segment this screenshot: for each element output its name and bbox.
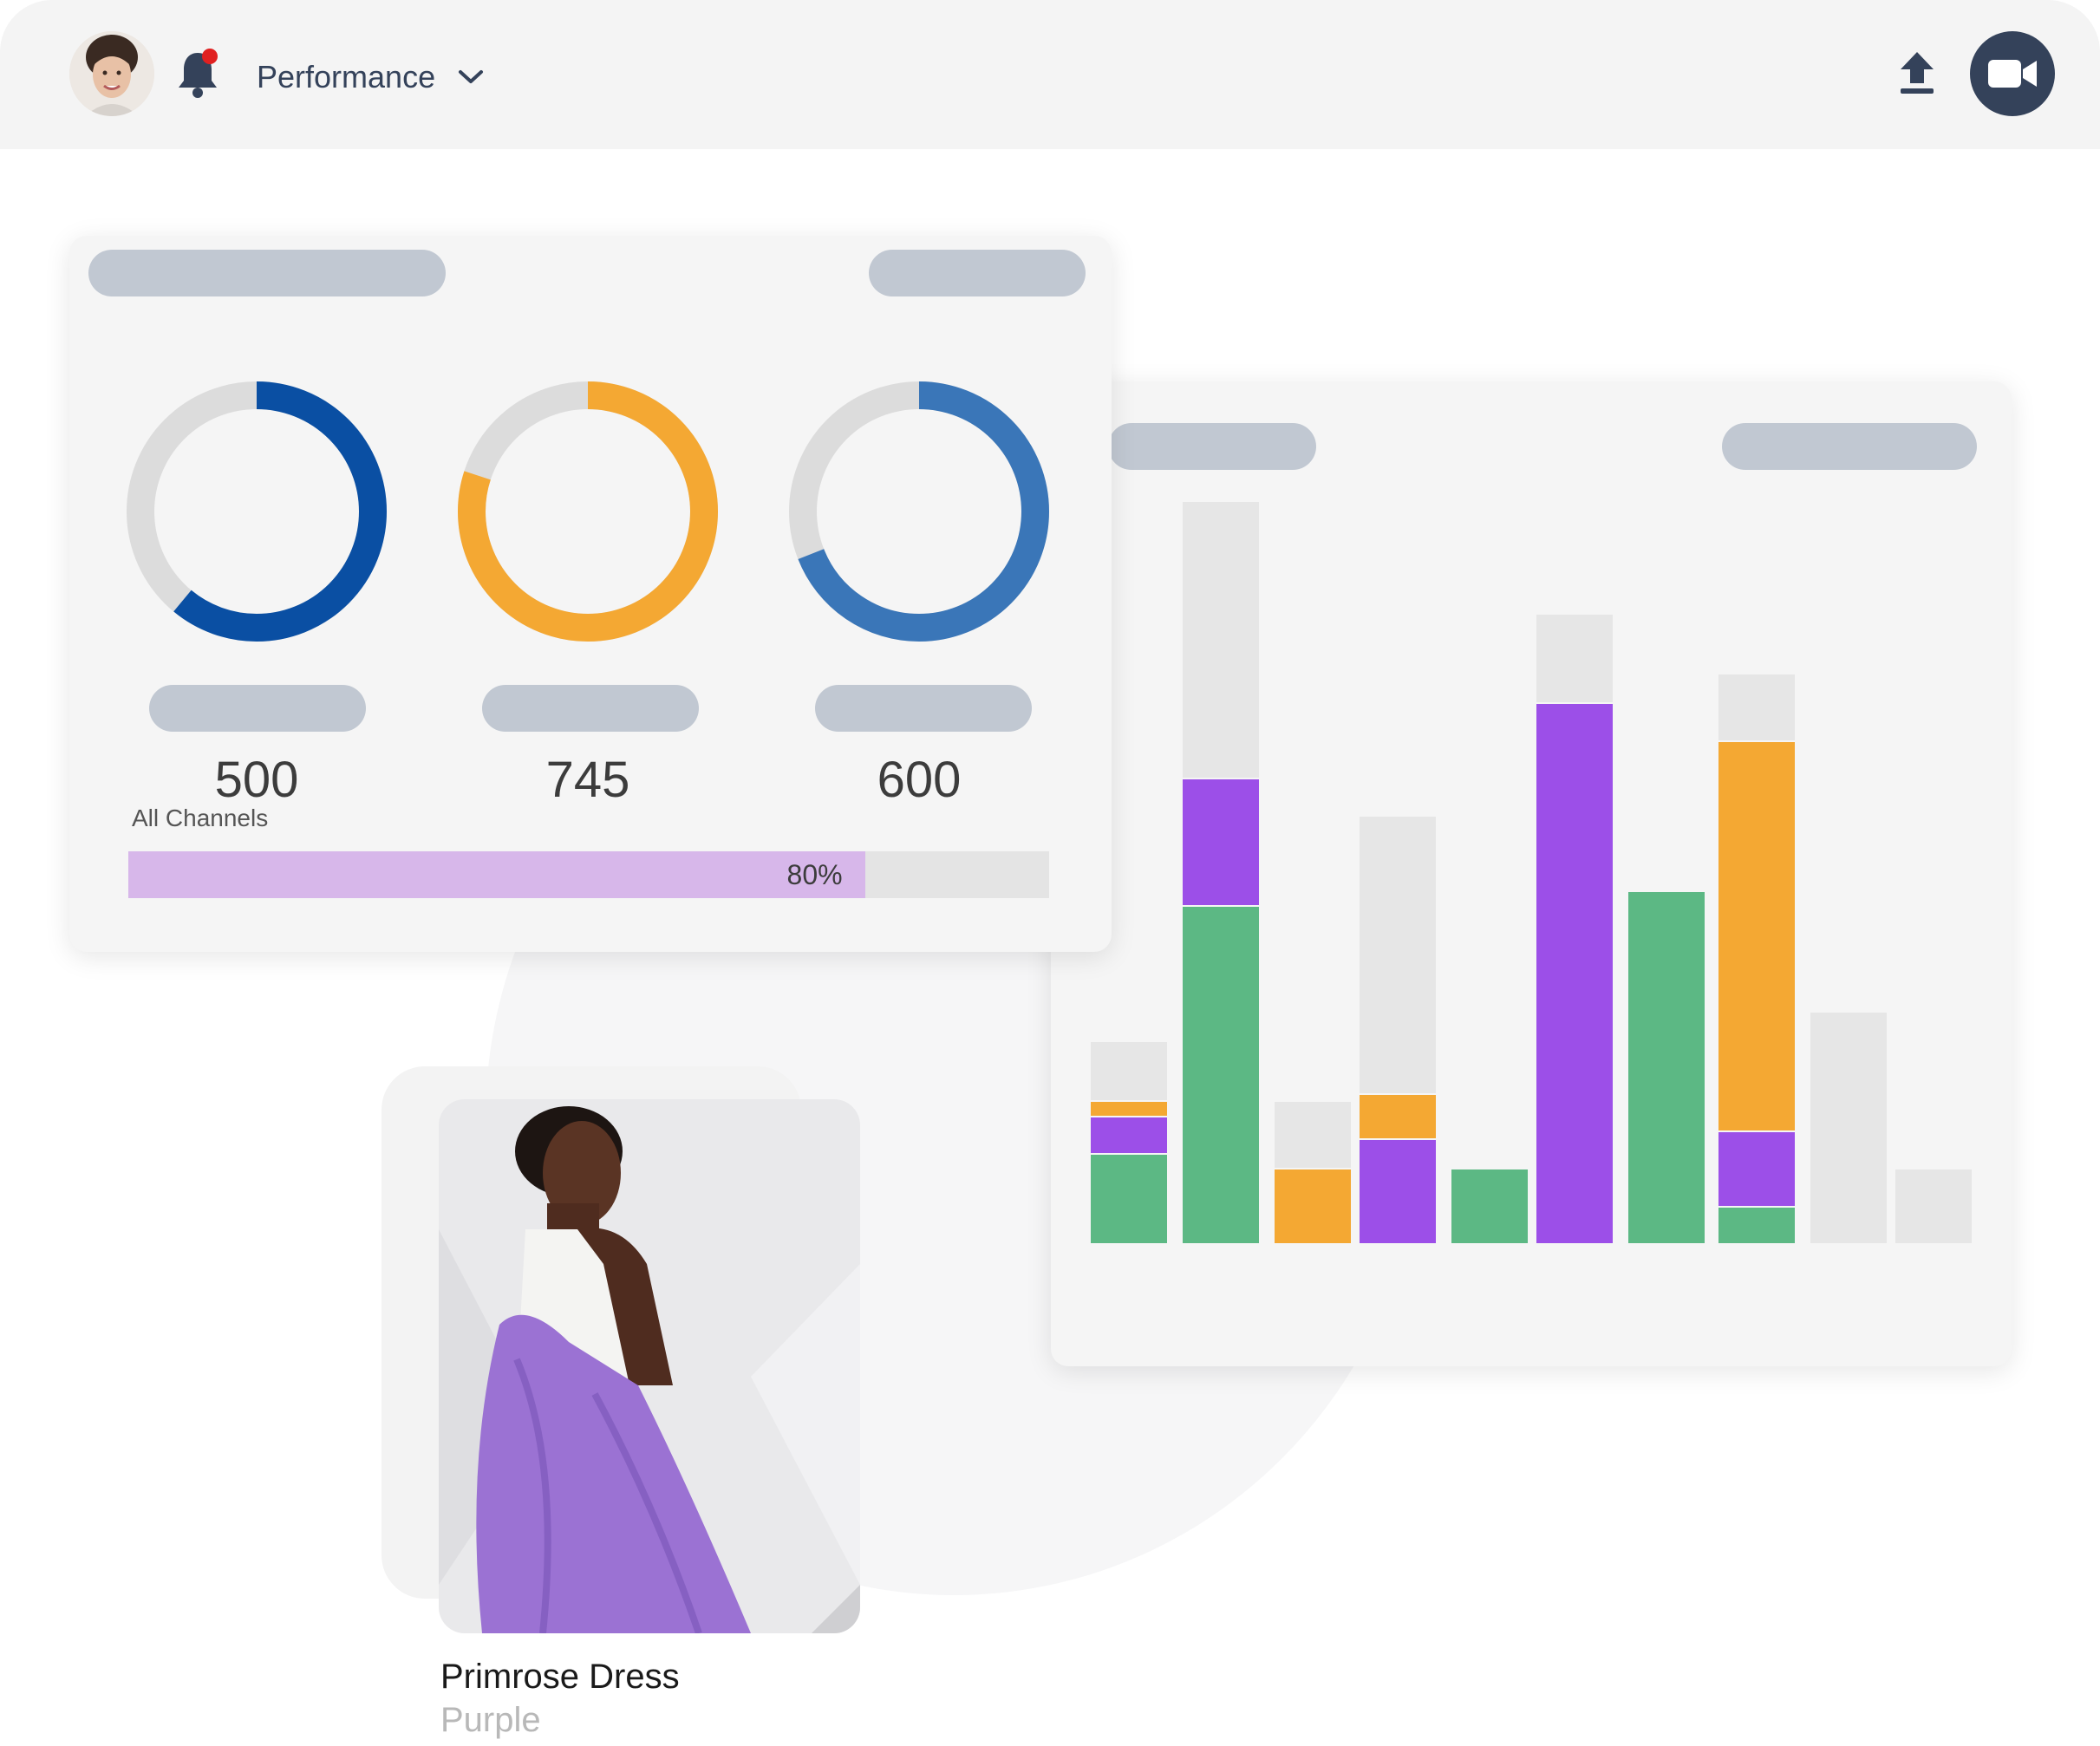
- bar-segment: [1628, 891, 1705, 1243]
- bar-segment: [1183, 907, 1259, 1243]
- channels-percent: 80%: [786, 858, 843, 890]
- bar-segment: [1183, 501, 1259, 779]
- bar-segment: [1091, 1117, 1167, 1154]
- bar-segment: [1895, 1169, 1972, 1243]
- donut-ring: 745: [456, 380, 720, 808]
- bar-segment: [1451, 1169, 1528, 1243]
- bar-segment: [1360, 817, 1436, 1093]
- bar-segment: [1810, 1012, 1887, 1243]
- bar-segment: [1718, 1132, 1795, 1206]
- donut-fill: [127, 381, 387, 642]
- product-name: Primrose Dress: [440, 1658, 680, 1696]
- performance-menu-label: Performance: [257, 59, 436, 94]
- user-avatar[interactable]: [69, 31, 154, 116]
- bar-segment: [1536, 704, 1613, 1243]
- bar-segment: [1360, 1139, 1436, 1243]
- bell-icon[interactable]: [177, 48, 218, 101]
- bar-segment: [1091, 1042, 1167, 1101]
- bar-segment: [1091, 1155, 1167, 1243]
- upload-icon[interactable]: [1897, 50, 1937, 95]
- bar-segment: [1718, 674, 1795, 740]
- bar-segment: [1360, 1094, 1436, 1138]
- product-photo[interactable]: [439, 1099, 860, 1633]
- placeholder-title: [88, 250, 446, 296]
- donut-fill: [458, 381, 718, 642]
- bar-chart-card: [1051, 381, 2012, 1366]
- bar-segment: [1536, 614, 1613, 703]
- donut-value: 600: [877, 751, 962, 808]
- placeholder-ring-label: [149, 685, 366, 732]
- donut-value: 500: [214, 751, 299, 808]
- product-color: Purple: [440, 1701, 541, 1739]
- donut-ring: 500: [125, 380, 388, 808]
- donut-fill: [789, 381, 1049, 642]
- bar-segment: [1183, 779, 1259, 906]
- placeholder-action: [869, 250, 1086, 296]
- placeholder-ring-label: [815, 685, 1032, 732]
- top-bar: Performance: [0, 0, 2100, 149]
- donut-value: 745: [545, 751, 630, 808]
- bar-segment: [1718, 1207, 1795, 1243]
- notification-dot: [202, 49, 218, 64]
- video-camera-icon: [1988, 60, 2037, 88]
- video-call-button[interactable]: [1970, 31, 2055, 116]
- bar-segment: [1275, 1102, 1351, 1169]
- placeholder-chart-title: [1108, 423, 1316, 470]
- channels-progress-fill: 80%: [128, 851, 865, 898]
- channels-label: All Channels: [132, 805, 269, 831]
- placeholder-ring-label: [482, 685, 699, 732]
- stats-card: 500 745 600 All Channels 80%: [69, 236, 1112, 952]
- bar-segment: [1718, 741, 1795, 1131]
- placeholder-chart-action: [1722, 423, 1977, 470]
- performance-menu[interactable]: Performance: [257, 59, 484, 95]
- bar-segment: [1275, 1169, 1351, 1243]
- donut-ring: 600: [787, 380, 1051, 808]
- bar-segment: [1091, 1102, 1167, 1116]
- channels-progress-track: 80%: [128, 851, 1049, 898]
- chevron-down-icon: [459, 70, 484, 83]
